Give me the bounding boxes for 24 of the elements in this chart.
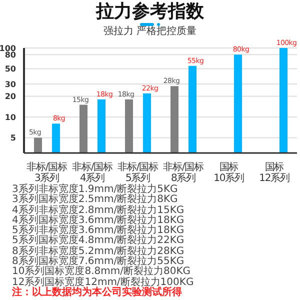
x-tick-label: 非标/国标 8系列 xyxy=(163,161,204,184)
text: 3系列国标宽度2.5mm/断裂拉力8KG xyxy=(12,194,179,206)
y-tick-label: 30 xyxy=(4,80,16,89)
chart-title: 拉力参考指数 xyxy=(94,0,205,22)
x-tick-label: 非标/国标 5系列 xyxy=(118,161,159,184)
chart-subtitle: 强拉力 严格把控质量 xyxy=(102,26,198,38)
y-tick-label: 80 xyxy=(4,50,16,60)
text: 12系列国标宽度12mm/断裂拉力100KG xyxy=(12,276,195,288)
x-tick-label: 非标/国标 4系列 xyxy=(72,161,114,184)
text: 注：以上数据均为本公司实验测试所得 xyxy=(12,286,183,298)
text: 4系列国标宽度3.6mm/断裂拉力18KG xyxy=(12,214,186,226)
text: 5系列国标宽度4.8mm/断裂拉力22KG xyxy=(12,235,186,246)
y-tick-label: 100 xyxy=(0,44,16,53)
x-tick-label: 国标 10系列 xyxy=(214,161,245,184)
text: 10系列国标宽度8.8mm/断裂拉力80KG xyxy=(12,266,192,278)
y-tick-label: 20 xyxy=(4,92,16,102)
y-tick-label: 50 xyxy=(4,64,16,74)
y-tick-label: 5 xyxy=(10,134,16,143)
text: 3系列非标宽度1.9mm/断裂拉力5KG xyxy=(12,184,179,195)
text: 8系列非标宽度5.2mm/断裂拉力28KG xyxy=(12,246,186,257)
x-tick-label: 非标/国标 3系列 xyxy=(26,161,68,184)
y-tick-label: 10 xyxy=(4,112,16,122)
text: 4系列非标宽度2.8mm/断裂拉力15KG xyxy=(12,204,186,216)
x-tick-label: 国标 12系列 xyxy=(259,161,290,184)
